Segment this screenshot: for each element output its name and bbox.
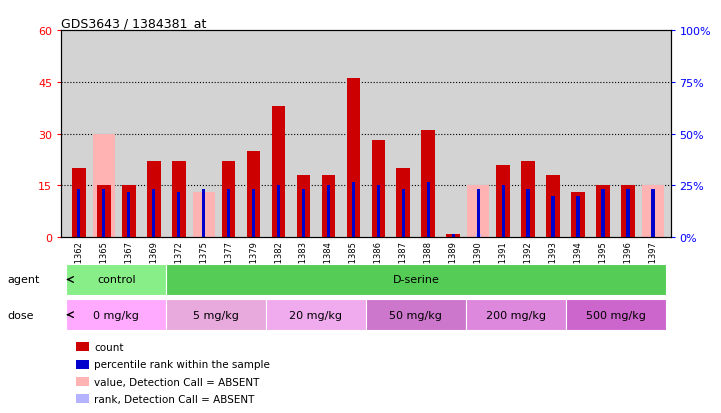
Bar <box>77 189 81 237</box>
Text: 200 mg/kg: 200 mg/kg <box>486 310 546 320</box>
Bar <box>467 186 490 237</box>
Bar <box>152 189 156 237</box>
Bar <box>66 299 166 330</box>
Bar <box>296 176 310 237</box>
Bar <box>193 193 215 237</box>
Bar <box>566 299 665 330</box>
Text: 20 mg/kg: 20 mg/kg <box>289 310 342 320</box>
Bar <box>266 299 366 330</box>
Bar <box>122 186 136 237</box>
Bar <box>451 234 455 237</box>
Bar <box>222 162 236 237</box>
Text: 500 mg/kg: 500 mg/kg <box>585 310 645 320</box>
Bar <box>547 176 560 237</box>
Text: count: count <box>94 342 124 352</box>
Text: 0 mg/kg: 0 mg/kg <box>93 310 139 320</box>
Bar <box>642 186 664 237</box>
Text: 5 mg/kg: 5 mg/kg <box>193 310 239 320</box>
Bar <box>172 162 185 237</box>
Bar <box>72 169 86 237</box>
Text: 50 mg/kg: 50 mg/kg <box>389 310 442 320</box>
Bar <box>252 189 255 237</box>
Bar <box>451 234 456 237</box>
Bar <box>66 264 166 295</box>
Bar <box>376 186 380 237</box>
Bar <box>427 183 430 237</box>
Bar <box>422 131 435 237</box>
Bar <box>166 299 266 330</box>
Text: GDS3643 / 1384381_at: GDS3643 / 1384381_at <box>61 17 207 29</box>
Bar <box>371 141 385 237</box>
Bar <box>97 186 110 237</box>
Bar <box>327 186 330 237</box>
Bar <box>93 134 115 237</box>
Bar <box>571 193 585 237</box>
Bar <box>272 107 286 237</box>
Bar <box>552 196 555 237</box>
Bar <box>526 189 530 237</box>
Bar <box>622 186 635 237</box>
Bar <box>352 183 355 237</box>
Bar <box>627 189 630 237</box>
Bar <box>477 189 480 237</box>
Bar <box>322 176 335 237</box>
Bar <box>366 299 466 330</box>
Bar <box>651 189 655 237</box>
Bar <box>177 193 180 237</box>
Text: D-serine: D-serine <box>392 275 439 285</box>
Text: control: control <box>97 275 136 285</box>
Bar <box>347 79 360 237</box>
Bar <box>277 186 280 237</box>
Bar <box>227 189 230 237</box>
Bar <box>166 264 665 295</box>
Text: agent: agent <box>7 275 40 285</box>
Text: value, Detection Call = ABSENT: value, Detection Call = ABSENT <box>94 377 260 387</box>
Bar <box>576 196 580 237</box>
Bar <box>496 165 510 237</box>
Bar <box>247 152 260 237</box>
Bar <box>402 189 405 237</box>
Text: dose: dose <box>7 310 34 320</box>
Text: percentile rank within the sample: percentile rank within the sample <box>94 359 270 369</box>
Bar <box>596 186 610 237</box>
Bar <box>502 186 505 237</box>
Bar <box>466 299 566 330</box>
Bar <box>147 162 161 237</box>
Bar <box>202 189 205 237</box>
Bar <box>102 189 105 237</box>
Bar <box>127 193 131 237</box>
Bar <box>446 234 460 237</box>
Text: rank, Detection Call = ABSENT: rank, Detection Call = ABSENT <box>94 394 255 404</box>
Bar <box>102 234 106 237</box>
Bar <box>521 162 535 237</box>
Bar <box>302 189 305 237</box>
Bar <box>476 234 481 237</box>
Bar <box>601 189 605 237</box>
Bar <box>397 169 410 237</box>
